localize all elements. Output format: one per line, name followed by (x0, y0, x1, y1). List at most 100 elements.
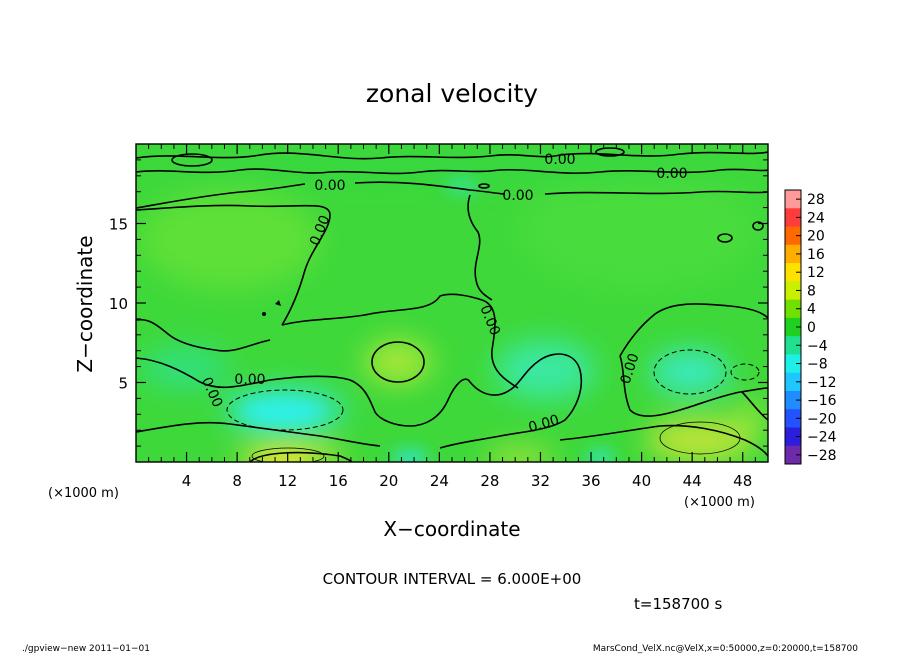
contour-zero-right (544, 190, 768, 195)
contour-thin (251, 421, 741, 462)
x-unit-left: (×1000 m) (48, 486, 119, 501)
x-tick-label: 24 (430, 472, 449, 490)
y-axis-ticks: 5 10 15 (109, 159, 768, 447)
footer-right: MarsCond_VelX.nc@VelX,x=0:50000,z=0:2000… (593, 644, 858, 654)
time-stamp: t=158700 s (634, 595, 722, 613)
y-tick-label: 10 (109, 295, 128, 313)
contour-lines (136, 147, 768, 462)
contour-small-5 (478, 183, 490, 189)
contour-bottom-right (559, 424, 768, 457)
colorbar-label: 28 (807, 192, 825, 208)
y-tick-label: 15 (109, 216, 128, 234)
field-detail (242, 180, 614, 462)
colorbar-swatch (785, 445, 801, 465)
detail-cyan-core (242, 400, 322, 424)
contour-small-2 (752, 221, 764, 231)
colorbar-swatch (785, 372, 801, 392)
colorbar-swatch (785, 281, 801, 301)
x-tick-label: 12 (278, 472, 297, 490)
x-tick-label: 20 (379, 472, 398, 490)
colorbar-swatch (785, 336, 801, 355)
contour-label-3: 0.00 (544, 152, 575, 168)
contour-right-drop (467, 194, 493, 301)
chart-title: zonal velocity (366, 79, 538, 108)
contour-dashed (226, 349, 760, 431)
colorbar-label: −24 (807, 430, 837, 446)
y-axis-label: Z−coordinate (73, 235, 97, 372)
contour-label-4: 0.00 (656, 166, 687, 182)
contour-small-3 (171, 153, 213, 167)
x-tick-label: 48 (733, 472, 752, 490)
region-mid-left (140, 346, 230, 390)
colorbar-label: −28 (807, 448, 837, 464)
heatmap-field: 0.00 0.00 0.00 0.00 0.00 0.00 0.00 0.00 … (136, 144, 768, 462)
x-tick-label: 8 (232, 472, 242, 490)
colorbar-swatch (785, 409, 801, 428)
detail-yellow-bottom (253, 454, 313, 462)
colorbar: 28 24 20 16 12 8 4 0 −4 −8 −12 −16 −20 −24 −28 (784, 189, 837, 465)
x-tick-label: 16 (329, 472, 348, 490)
colorbar-label: 0 (807, 320, 816, 336)
contour-upper-drop (136, 204, 331, 326)
region-right-light (732, 400, 768, 440)
detail-cyan-bottom-2 (586, 451, 614, 462)
marker-triangle-1 (275, 300, 281, 306)
colorbar-swatch (785, 427, 801, 447)
colorbar-label: −20 (807, 411, 837, 427)
colorbar-label: 24 (807, 210, 825, 226)
contour-right-blob (619, 303, 768, 357)
colorbar-swatch (785, 317, 801, 337)
colorbar-swatch (785, 263, 801, 282)
region-bottom-yellow-2 (645, 418, 755, 462)
region-cyan-right (650, 350, 730, 394)
x-tick-label: 32 (531, 472, 550, 490)
x-axis-ticks: 4 8 12 16 20 24 28 32 36 40 44 48 (148, 144, 756, 490)
contour-markers (262, 300, 281, 316)
x-tick-label: 44 (683, 472, 702, 490)
region-bottom-yellow-3 (485, 448, 555, 462)
colorbar-swatch (785, 390, 801, 410)
contour-right-lower (619, 355, 768, 417)
region-upper-light (140, 190, 320, 290)
dashed-small-right (730, 363, 760, 381)
contour-lower-wave (136, 353, 583, 449)
region-cyan-mid (495, 340, 595, 400)
colorbar-label: −12 (807, 375, 837, 391)
thin-bottom-right (659, 421, 741, 455)
colorbar-swatch (785, 354, 801, 374)
x-unit-right: (×1000 m) (684, 495, 755, 510)
marker-dot-1 (262, 312, 266, 316)
x-axis-label: X−coordinate (383, 517, 520, 541)
region-upper-right (520, 170, 760, 290)
colorbar-swatch (785, 244, 801, 264)
colorbar-swatch (785, 226, 801, 246)
contour-label-2: 0.00 (502, 188, 533, 204)
contour-zero-left (136, 183, 306, 209)
dashed-cyan-left (226, 389, 344, 431)
contour-label-1: 0.00 (314, 178, 345, 194)
colorbar-label: 8 (807, 283, 816, 299)
colorbar-label: −4 (807, 338, 828, 354)
contour-label-5: 0.00 (234, 372, 265, 388)
colorbar-label: 16 (807, 247, 825, 263)
detail-cyan-top (446, 180, 478, 192)
colorbar-swatch (785, 299, 801, 319)
x-tick-label: 40 (632, 472, 651, 490)
thin-bottom-left (251, 447, 325, 462)
colorbar-label: −16 (807, 393, 837, 409)
colorbar-label: 20 (807, 229, 825, 245)
x-tick-label: 36 (581, 472, 600, 490)
contour-left-mid (136, 318, 271, 352)
dashed-cyan-right (653, 349, 727, 395)
field-shading (140, 156, 768, 462)
contour-yellow-blob (371, 341, 425, 383)
y-tick-label: 5 (118, 375, 128, 393)
colorbar-label: 12 (807, 265, 825, 281)
region-yellow-center (364, 340, 432, 384)
colorbar-swatch (785, 208, 801, 228)
contour-right-edge (741, 391, 768, 421)
x-tick-label: 28 (480, 472, 499, 490)
colorbar-label: −8 (807, 357, 828, 373)
x-tick-label: 4 (182, 472, 192, 490)
